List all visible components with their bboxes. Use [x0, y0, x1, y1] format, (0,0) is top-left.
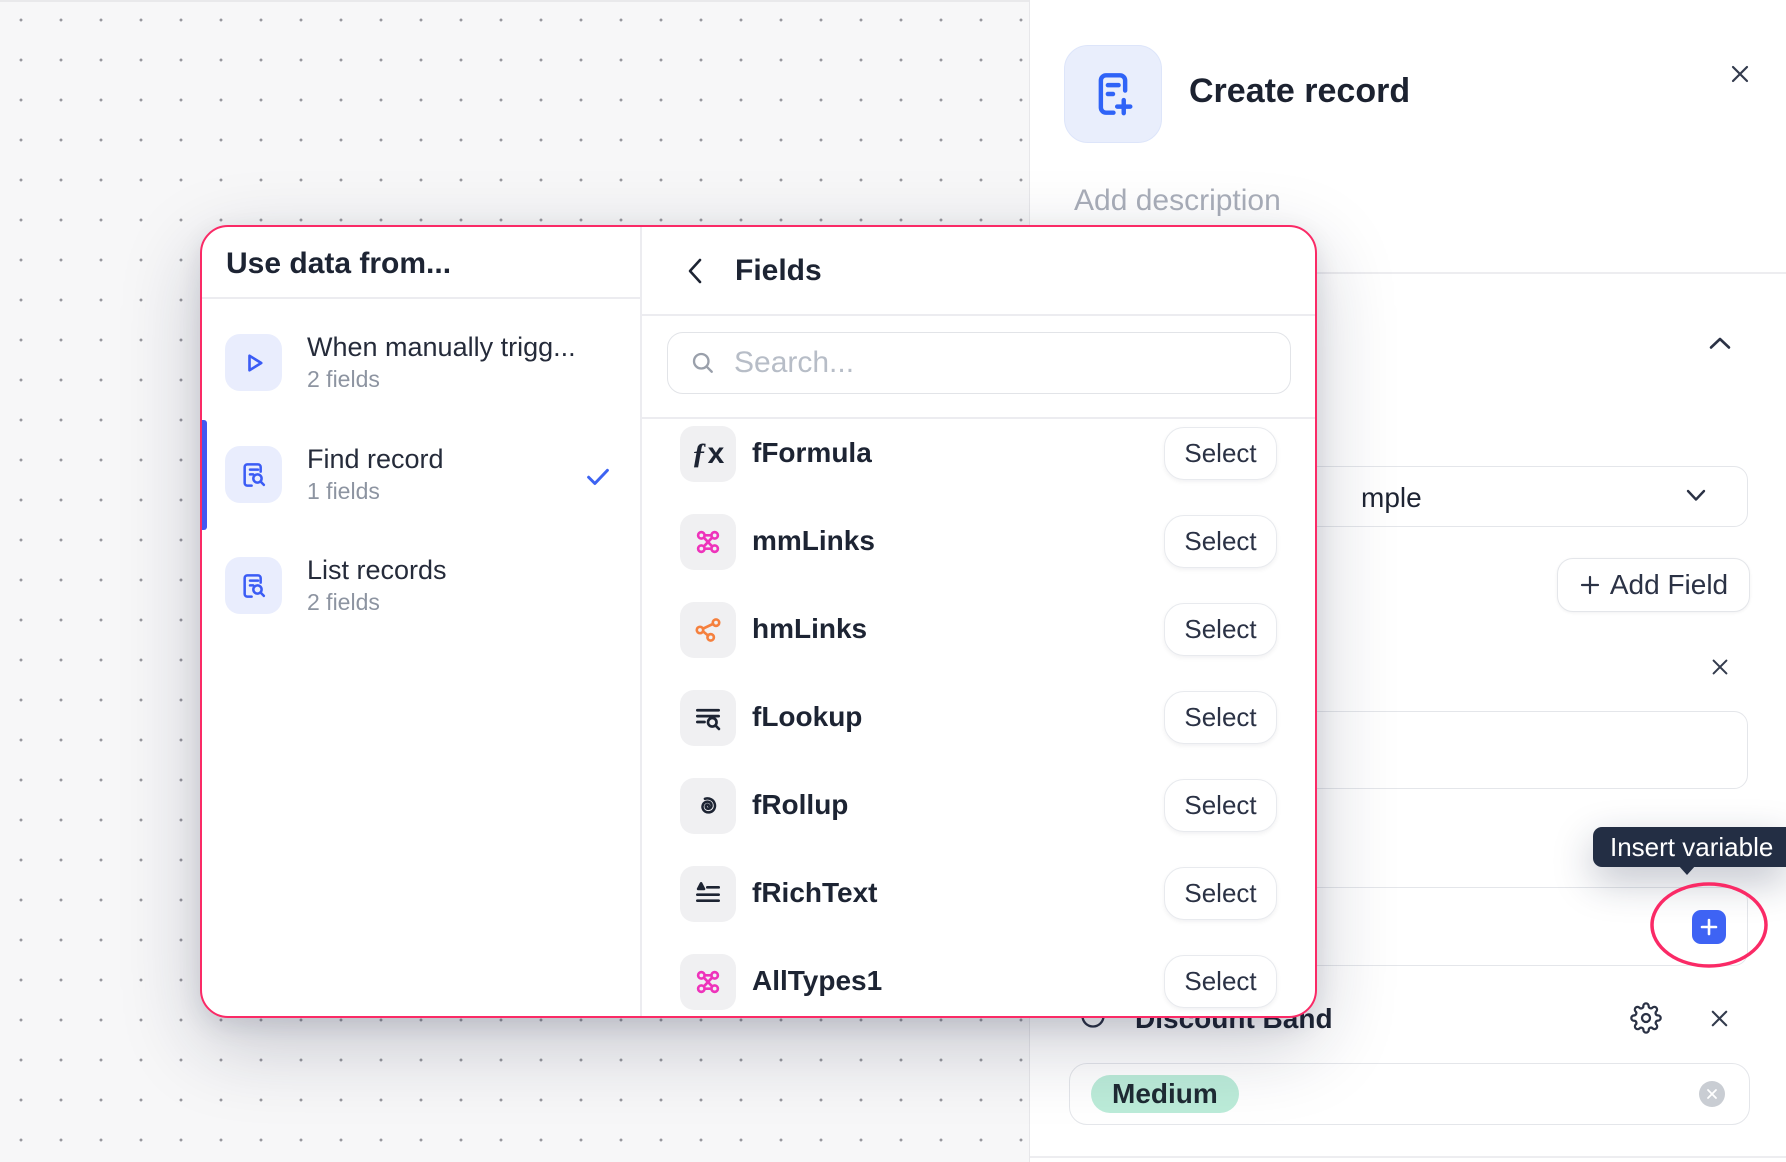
add-field-label: Add Field: [1609, 569, 1729, 600]
play-icon: [225, 334, 282, 391]
search-input[interactable]: [667, 332, 1291, 394]
table-select-value: mple: [1361, 481, 1422, 513]
source-item-sublabel: 2 fields: [307, 366, 380, 392]
tooltip-caret: [1678, 865, 1696, 875]
popup-title: Use data from...: [226, 247, 452, 280]
many-to-many-links-icon: [680, 954, 736, 1010]
field-row: ƒx fFormula Select: [640, 410, 1315, 498]
close-icon[interactable]: [1723, 57, 1757, 91]
record-search-icon: [225, 446, 282, 503]
page-title: Create record: [1189, 72, 1411, 110]
rollup-icon: [680, 778, 736, 834]
chevron-left-icon[interactable]: [675, 251, 715, 291]
select-button[interactable]: Select: [1164, 691, 1277, 744]
field-name: fFormula: [752, 437, 872, 468]
remove-field-icon[interactable]: [1703, 650, 1737, 684]
fields-panel-title: Fields: [735, 254, 822, 287]
record-search-icon: [225, 557, 282, 614]
select-button[interactable]: Select: [1164, 955, 1277, 1008]
circle-x-icon[interactable]: [1699, 1081, 1725, 1107]
window-top-border: [0, 0, 1786, 2]
field-row: mmLinks Select: [640, 498, 1315, 586]
source-item-label: Find record: [307, 444, 444, 474]
source-item-list-records[interactable]: List records 2 fields: [202, 543, 640, 655]
select-button[interactable]: Select: [1164, 603, 1277, 656]
chevron-up-icon[interactable]: [1702, 328, 1738, 358]
selected-item-indicator: [202, 420, 207, 530]
add-description-field[interactable]: Add description: [1074, 184, 1281, 217]
source-item-sublabel: 1 fields: [307, 478, 380, 504]
field-row: fRollup Select: [640, 762, 1315, 850]
field-row: AllTypes1 Select: [640, 938, 1315, 1016]
field-name: AllTypes1: [752, 965, 883, 996]
remove-field-icon[interactable]: [1701, 1000, 1737, 1036]
lookup-icon: [680, 690, 736, 746]
formula-icon: ƒx: [680, 426, 736, 482]
has-many-links-icon: [680, 602, 736, 658]
plus-icon: [1579, 574, 1601, 596]
source-item-when-manually-triggered[interactable]: When manually trigg... 2 fields: [202, 320, 640, 432]
divider: [202, 297, 640, 299]
field-name: fRollup: [752, 789, 849, 820]
chevron-down-icon: [1686, 489, 1706, 507]
discount-band-input[interactable]: Medium: [1069, 1063, 1750, 1125]
select-button[interactable]: Select: [1164, 515, 1277, 568]
source-item-sublabel: 2 fields: [307, 589, 380, 615]
plus-icon: [1699, 917, 1719, 937]
select-button[interactable]: Select: [1164, 867, 1277, 920]
rich-text-icon: [680, 866, 736, 922]
field-name: mmLinks: [752, 525, 875, 556]
select-button[interactable]: Select: [1164, 779, 1277, 832]
select-button[interactable]: Select: [1164, 427, 1277, 480]
create-record-icon: [1064, 45, 1162, 143]
use-data-popup: Use data from... When manually trigg... …: [200, 225, 1317, 1018]
header-divider: [1030, 272, 1786, 274]
many-to-many-links-icon: [680, 514, 736, 570]
divider: [640, 417, 1315, 419]
field-row: fRichText Select: [640, 850, 1315, 938]
add-field-button[interactable]: Add Field: [1557, 558, 1750, 612]
field-name: fLookup: [752, 701, 863, 732]
check-icon: [583, 461, 613, 496]
field-row: hmLinks Select: [640, 586, 1315, 674]
panel-divider: [640, 227, 642, 1016]
insert-variable-button[interactable]: [1692, 910, 1726, 944]
field-row: fLookup Select: [640, 674, 1315, 762]
source-item-label: List records: [307, 555, 447, 585]
field-name: hmLinks: [752, 613, 868, 644]
insert-variable-tooltip: Insert variable: [1593, 827, 1786, 867]
selected-option-tag: Medium: [1091, 1075, 1239, 1113]
divider: [640, 314, 1315, 316]
source-item-find-record[interactable]: Find record 1 fields: [202, 432, 640, 544]
footer-divider: [1030, 1156, 1786, 1158]
field-name: fRichText: [752, 877, 878, 908]
source-item-label: When manually trigg...: [307, 332, 576, 362]
gear-icon[interactable]: [1624, 996, 1668, 1040]
